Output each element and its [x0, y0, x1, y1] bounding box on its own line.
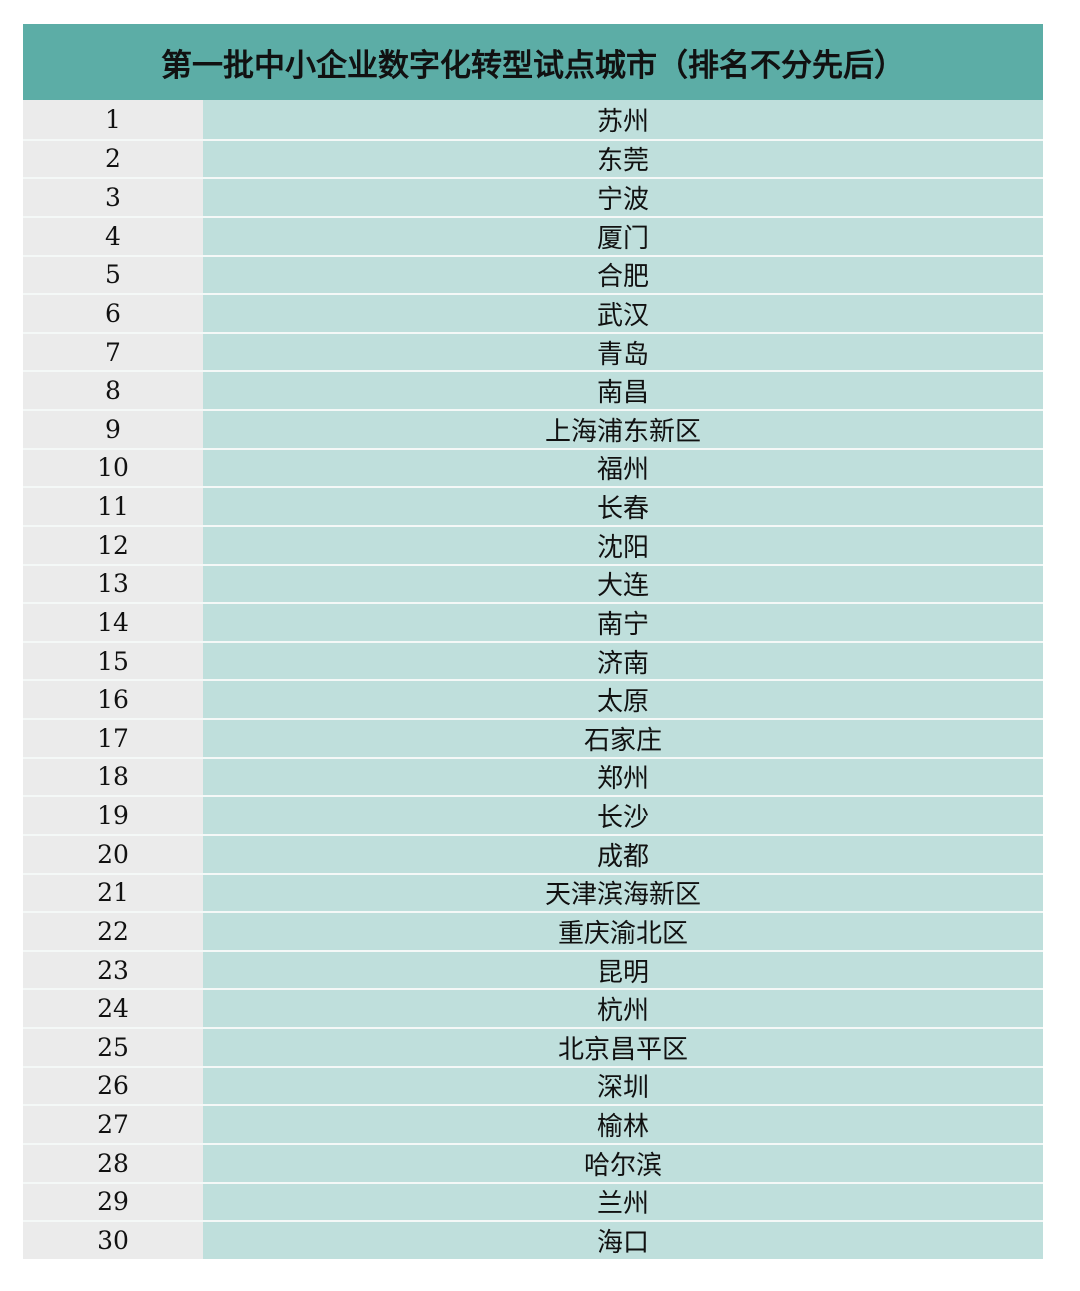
table-row: 15 济南 — [23, 640, 1043, 680]
table-row: 29 兰州 — [23, 1181, 1043, 1221]
table-row: 23 昆明 — [23, 949, 1043, 989]
city-name: 海口 — [203, 1222, 1043, 1259]
city-name: 重庆渝北区 — [203, 913, 1043, 950]
row-number: 23 — [23, 951, 203, 989]
table-row: 18 郑州 — [23, 756, 1043, 796]
table-row: 14 南宁 — [23, 602, 1043, 641]
row-number: 21 — [23, 874, 203, 912]
city-name: 南昌 — [203, 372, 1043, 409]
row-number: 4 — [23, 217, 203, 255]
table-row: 8 南昌 — [23, 370, 1043, 409]
table-row: 19 长沙 — [23, 795, 1043, 834]
row-number: 2 — [23, 140, 203, 178]
city-name: 石家庄 — [203, 720, 1043, 757]
pilot-cities-table: 第一批中小企业数字化转型试点城市（排名不分先后） 1 苏州 2 东莞 3 宁波 4 厦门 5 合肥… — [23, 24, 1043, 1259]
row-number: 5 — [23, 256, 203, 294]
table-row: 10 福州 — [23, 447, 1043, 487]
row-number: 24 — [23, 990, 203, 1027]
city-name: 苏州 — [203, 100, 1043, 139]
city-name: 武汉 — [203, 295, 1043, 332]
row-number: 7 — [23, 333, 203, 371]
table-row: 13 大连 — [23, 563, 1043, 603]
table-row: 25 北京昌平区 — [23, 1027, 1043, 1066]
table-row: 3 宁波 — [23, 177, 1043, 216]
table-row: 4 厦门 — [23, 215, 1043, 255]
city-name: 南宁 — [203, 604, 1043, 641]
row-number: 20 — [23, 835, 203, 873]
city-name: 哈尔滨 — [203, 1144, 1043, 1182]
city-name: 成都 — [203, 835, 1043, 873]
city-name: 青岛 — [203, 333, 1043, 371]
table-row: 6 武汉 — [23, 293, 1043, 332]
city-name: 大连 — [203, 565, 1043, 603]
table-row: 20 成都 — [23, 833, 1043, 873]
table-row: 11 长春 — [23, 486, 1043, 525]
city-name: 济南 — [203, 642, 1043, 680]
table-row: 9 上海浦东新区 — [23, 409, 1043, 448]
city-name: 沈阳 — [203, 526, 1043, 564]
city-name: 长沙 — [203, 797, 1043, 834]
row-number: 9 — [23, 411, 203, 448]
row-number: 27 — [23, 1106, 203, 1143]
city-name: 宁波 — [203, 179, 1043, 216]
row-number: 8 — [23, 372, 203, 409]
table-row: 30 海口 — [23, 1220, 1043, 1259]
table-row: 26 深圳 — [23, 1065, 1043, 1105]
row-number: 26 — [23, 1067, 203, 1105]
row-number: 12 — [23, 526, 203, 564]
row-number: 1 — [23, 100, 203, 139]
row-number: 13 — [23, 565, 203, 603]
table-row: 5 合肥 — [23, 254, 1043, 294]
table-row: 28 哈尔滨 — [23, 1142, 1043, 1182]
city-name: 昆明 — [203, 951, 1043, 989]
table-row: 21 天津滨海新区 — [23, 872, 1043, 912]
row-number: 30 — [23, 1222, 203, 1259]
row-number: 3 — [23, 179, 203, 216]
city-name: 兰州 — [203, 1183, 1043, 1221]
city-name: 合肥 — [203, 256, 1043, 294]
row-number: 29 — [23, 1183, 203, 1221]
table-row: 12 沈阳 — [23, 524, 1043, 564]
city-name: 上海浦东新区 — [203, 411, 1043, 448]
table-row: 16 太原 — [23, 679, 1043, 718]
row-number: 14 — [23, 604, 203, 641]
city-name: 北京昌平区 — [203, 1029, 1043, 1066]
city-name: 太原 — [203, 681, 1043, 718]
city-name: 深圳 — [203, 1067, 1043, 1105]
row-number: 10 — [23, 449, 203, 487]
city-name: 长春 — [203, 488, 1043, 525]
table-row: 17 石家庄 — [23, 718, 1043, 757]
row-number: 22 — [23, 913, 203, 950]
table-row: 2 东莞 — [23, 138, 1043, 178]
row-number: 17 — [23, 720, 203, 757]
city-name: 天津滨海新区 — [203, 874, 1043, 912]
row-number: 6 — [23, 295, 203, 332]
table-row: 1 苏州 — [23, 100, 1043, 139]
row-number: 16 — [23, 681, 203, 718]
row-number: 18 — [23, 758, 203, 796]
row-number: 15 — [23, 642, 203, 680]
table-row: 27 榆林 — [23, 1104, 1043, 1143]
city-name: 福州 — [203, 449, 1043, 487]
row-number: 19 — [23, 797, 203, 834]
row-number: 25 — [23, 1029, 203, 1066]
row-number: 11 — [23, 488, 203, 525]
city-name: 榆林 — [203, 1106, 1043, 1143]
row-number: 28 — [23, 1144, 203, 1182]
table-body: 1 苏州 2 东莞 3 宁波 4 厦门 5 合肥 6 武汉 7 青岛 8 南昌 9 上海浦东新区 10 福州 11 长春 1… — [23, 100, 1043, 1259]
table-row: 22 重庆渝北区 — [23, 911, 1043, 950]
table-row: 24 杭州 — [23, 988, 1043, 1027]
city-name: 东莞 — [203, 140, 1043, 178]
city-name: 杭州 — [203, 990, 1043, 1027]
table-title: 第一批中小企业数字化转型试点城市（排名不分先后） — [23, 24, 1043, 100]
table-row: 7 青岛 — [23, 331, 1043, 371]
city-name: 郑州 — [203, 758, 1043, 796]
city-name: 厦门 — [203, 217, 1043, 255]
